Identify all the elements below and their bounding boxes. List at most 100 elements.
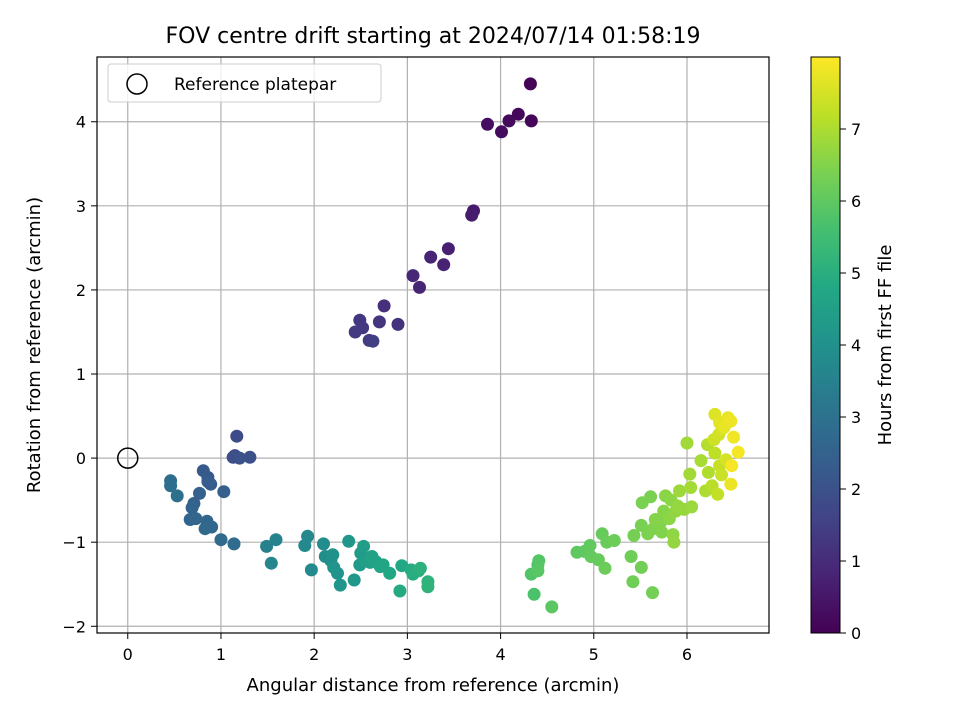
data-point bbox=[725, 459, 739, 473]
x-tick-label: 6 bbox=[682, 645, 692, 664]
data-point bbox=[437, 258, 451, 272]
data-point bbox=[724, 477, 738, 491]
x-tick-label: 2 bbox=[309, 645, 319, 664]
data-point bbox=[377, 299, 391, 313]
y-tick-label: −1 bbox=[62, 533, 86, 552]
colorbar-label: Hours from first FF file bbox=[875, 245, 896, 446]
y-axis-label: Rotation from reference (arcmin) bbox=[24, 197, 45, 493]
data-point bbox=[170, 489, 184, 503]
data-point bbox=[626, 575, 640, 589]
data-point bbox=[531, 564, 545, 578]
data-point bbox=[511, 107, 525, 121]
data-point bbox=[673, 484, 686, 498]
colorbar-tick-label: 5 bbox=[851, 264, 861, 283]
data-point bbox=[233, 451, 247, 465]
data-point bbox=[634, 560, 648, 574]
legend-marker bbox=[126, 73, 148, 95]
data-point bbox=[201, 475, 215, 489]
colorbar-tick-label: 2 bbox=[851, 480, 861, 499]
data-point bbox=[655, 525, 669, 539]
data-point bbox=[269, 533, 283, 547]
x-tick-label: 4 bbox=[495, 645, 505, 664]
legend-box bbox=[107, 63, 382, 103]
y-tick-label: 3 bbox=[76, 197, 86, 216]
data-points bbox=[164, 77, 745, 614]
data-point bbox=[708, 446, 722, 460]
colorbar-tick-label: 6 bbox=[851, 192, 861, 211]
data-point bbox=[260, 539, 274, 553]
data-point bbox=[326, 548, 340, 562]
y-axis-ticks: −2 −1 0 1 2 3 4 bbox=[62, 113, 97, 636]
colorbar: 0 1 2 3 4 5 6 7 Hours from first FF file bbox=[810, 56, 896, 643]
x-axis-ticks: 0 1 2 3 4 5 6 bbox=[123, 633, 692, 664]
data-point bbox=[644, 490, 658, 504]
data-point bbox=[646, 586, 659, 600]
data-point bbox=[481, 117, 494, 131]
x-axis-label: Angular distance from reference (arcmin) bbox=[247, 675, 620, 696]
data-point bbox=[243, 450, 257, 464]
data-point bbox=[393, 584, 407, 598]
data-point bbox=[624, 550, 638, 563]
data-point bbox=[711, 487, 725, 501]
data-point bbox=[348, 325, 362, 339]
data-point bbox=[680, 436, 694, 450]
data-point bbox=[495, 125, 508, 139]
data-point bbox=[532, 554, 546, 568]
data-point bbox=[198, 522, 212, 536]
data-point bbox=[193, 486, 206, 500]
y-tick-label: 1 bbox=[76, 365, 86, 384]
legend-entry-reference-platepar: Reference platepar bbox=[174, 75, 336, 95]
data-point bbox=[304, 563, 318, 577]
data-point bbox=[424, 250, 438, 264]
data-point bbox=[694, 454, 708, 468]
y-tick-label: −2 bbox=[62, 617, 86, 636]
y-tick-label: 4 bbox=[76, 113, 86, 132]
colorbar-tick-label: 0 bbox=[851, 624, 861, 643]
data-point bbox=[527, 587, 541, 601]
data-point bbox=[357, 539, 371, 553]
data-point bbox=[391, 317, 405, 331]
data-point bbox=[342, 534, 356, 548]
x-tick-label: 5 bbox=[589, 645, 599, 664]
colorbar-gradient bbox=[810, 56, 841, 634]
x-tick-label: 0 bbox=[123, 645, 133, 664]
reference-platepar-marker bbox=[117, 447, 139, 469]
data-point bbox=[317, 537, 330, 551]
legend: Reference platepar bbox=[107, 63, 382, 103]
chart-title: FOV centre drift starting at 2024/07/14 … bbox=[166, 24, 701, 49]
data-point bbox=[701, 465, 715, 479]
data-point bbox=[667, 535, 681, 549]
data-point bbox=[465, 208, 479, 222]
data-point bbox=[441, 242, 455, 256]
grid bbox=[97, 57, 769, 633]
data-point bbox=[685, 500, 699, 514]
plot-frame bbox=[96, 56, 770, 634]
data-point bbox=[727, 430, 741, 444]
data-point bbox=[185, 501, 199, 515]
data-point bbox=[715, 468, 728, 482]
data-point bbox=[598, 561, 612, 575]
data-point bbox=[524, 114, 538, 128]
data-point bbox=[327, 560, 341, 574]
data-point bbox=[333, 578, 347, 592]
data-point bbox=[421, 580, 435, 594]
colorbar-ticks: 0 1 2 3 4 5 6 7 bbox=[840, 120, 861, 643]
x-tick-label: 3 bbox=[402, 645, 412, 664]
colorbar-tick-label: 7 bbox=[851, 120, 861, 139]
data-point bbox=[214, 533, 228, 547]
data-point bbox=[196, 464, 210, 478]
data-point bbox=[366, 334, 380, 348]
data-point bbox=[372, 315, 386, 329]
y-tick-label: 2 bbox=[76, 281, 86, 300]
data-point bbox=[731, 445, 745, 459]
y-tick-label: 0 bbox=[76, 449, 86, 468]
data-point bbox=[227, 537, 241, 551]
data-point bbox=[607, 534, 621, 547]
data-point bbox=[502, 114, 516, 128]
data-point bbox=[230, 429, 244, 443]
data-point bbox=[217, 485, 231, 499]
data-point bbox=[164, 479, 178, 493]
data-point bbox=[413, 280, 426, 294]
data-point bbox=[406, 269, 420, 283]
